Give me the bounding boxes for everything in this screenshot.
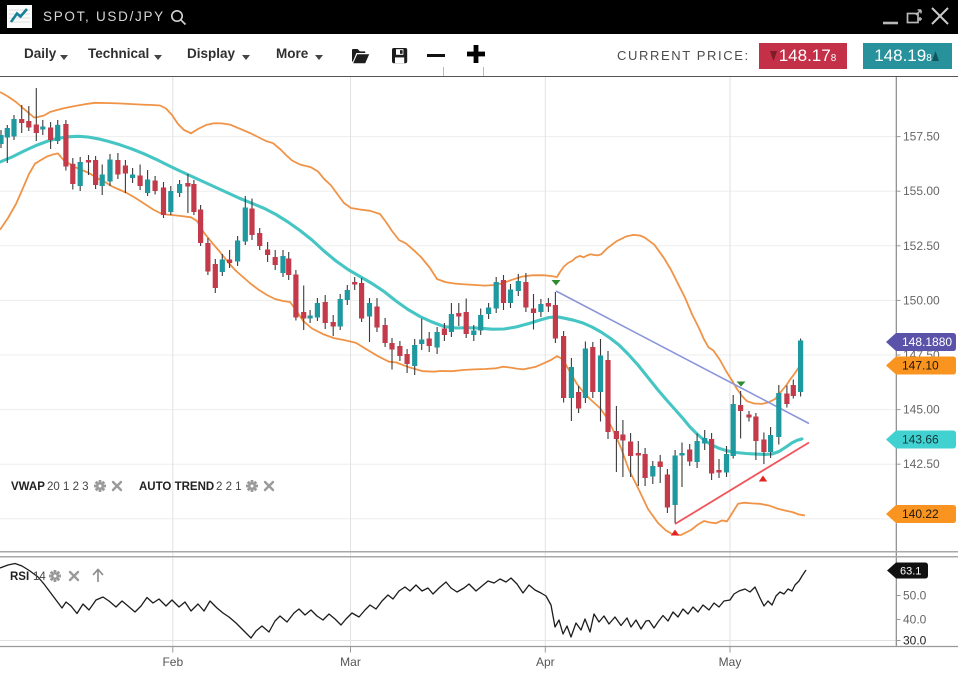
svg-text:63.1: 63.1: [900, 566, 921, 578]
svg-text:40.0: 40.0: [903, 613, 927, 627]
svg-text:143.66: 143.66: [902, 433, 939, 447]
svg-text:Feb: Feb: [162, 655, 183, 669]
svg-text:Apr: Apr: [536, 655, 555, 669]
svg-text:157.50: 157.50: [903, 130, 940, 144]
svg-text:May: May: [719, 655, 742, 669]
svg-text:VWAP: VWAP: [11, 481, 45, 493]
svg-text:30.0: 30.0: [903, 634, 927, 648]
svg-text:RSI: RSI: [10, 571, 29, 583]
svg-text:150.00: 150.00: [903, 293, 940, 307]
svg-text:50.0: 50.0: [903, 589, 927, 603]
svg-text:20 1 2 3: 20 1 2 3: [47, 481, 89, 493]
svg-text:AUTO TREND: AUTO TREND: [139, 481, 214, 493]
svg-text:152.50: 152.50: [903, 239, 940, 253]
svg-text:142.50: 142.50: [903, 457, 940, 471]
svg-text:Mar: Mar: [340, 655, 361, 669]
svg-text:155.00: 155.00: [903, 184, 940, 198]
svg-text:2 2 1: 2 2 1: [216, 481, 242, 493]
svg-text:14: 14: [33, 571, 46, 583]
svg-text:148.1880: 148.1880: [902, 335, 952, 349]
svg-text:147.10: 147.10: [902, 359, 939, 373]
svg-text:145.00: 145.00: [903, 403, 940, 417]
svg-text:140.22: 140.22: [902, 507, 939, 521]
